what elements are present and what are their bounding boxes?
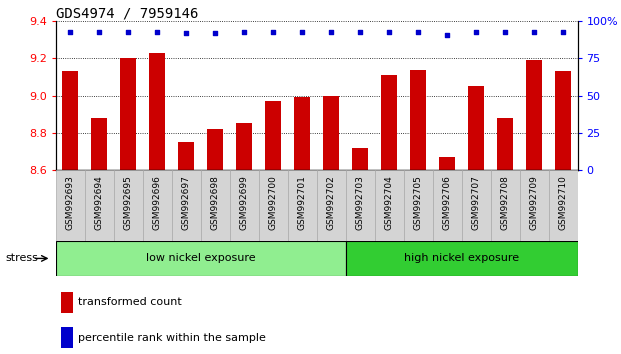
Text: GSM992710: GSM992710 xyxy=(558,176,568,230)
Bar xyxy=(346,241,578,276)
Point xyxy=(558,29,568,34)
Text: GSM992695: GSM992695 xyxy=(124,176,133,230)
Bar xyxy=(468,86,484,170)
Text: GSM992699: GSM992699 xyxy=(240,176,249,230)
Point xyxy=(500,29,510,34)
Point xyxy=(471,29,481,34)
Text: transformed count: transformed count xyxy=(78,297,181,307)
Point xyxy=(181,30,191,36)
Text: GSM992700: GSM992700 xyxy=(269,176,278,230)
Bar xyxy=(149,53,165,170)
Bar xyxy=(410,70,426,170)
Text: GSM992706: GSM992706 xyxy=(443,176,451,230)
Text: GDS4974 / 7959146: GDS4974 / 7959146 xyxy=(56,6,198,20)
Text: GSM992701: GSM992701 xyxy=(297,176,307,230)
Bar xyxy=(497,118,513,170)
Text: GSM992694: GSM992694 xyxy=(95,176,104,230)
Point xyxy=(442,32,452,38)
Bar xyxy=(346,170,374,241)
Point xyxy=(65,29,75,34)
Bar xyxy=(288,170,317,241)
Bar xyxy=(172,170,201,241)
Bar xyxy=(461,170,491,241)
Bar xyxy=(265,101,281,170)
Point xyxy=(268,29,278,34)
Bar xyxy=(548,170,578,241)
Text: GSM992704: GSM992704 xyxy=(384,176,394,230)
Bar xyxy=(526,60,542,170)
Point xyxy=(355,29,365,34)
Bar xyxy=(352,148,368,170)
Bar xyxy=(294,97,310,170)
Point xyxy=(297,29,307,34)
Bar xyxy=(201,170,230,241)
Text: high nickel exposure: high nickel exposure xyxy=(404,253,519,263)
Bar xyxy=(491,170,520,241)
Bar xyxy=(91,118,107,170)
Bar xyxy=(259,170,288,241)
Bar xyxy=(85,170,114,241)
Text: GSM992709: GSM992709 xyxy=(530,176,538,230)
Bar xyxy=(323,96,339,170)
Text: low nickel exposure: low nickel exposure xyxy=(146,253,256,263)
Bar xyxy=(120,58,136,170)
Bar xyxy=(404,170,433,241)
Point xyxy=(211,30,220,36)
Point xyxy=(529,29,539,34)
Bar xyxy=(230,170,259,241)
Text: GSM992707: GSM992707 xyxy=(471,176,481,230)
Bar xyxy=(381,75,397,170)
Text: percentile rank within the sample: percentile rank within the sample xyxy=(78,333,266,343)
Text: GSM992705: GSM992705 xyxy=(414,176,423,230)
Bar xyxy=(374,170,404,241)
Bar xyxy=(61,327,73,348)
Bar xyxy=(56,170,85,241)
Point xyxy=(384,29,394,34)
Text: GSM992698: GSM992698 xyxy=(211,176,220,230)
Point xyxy=(413,29,423,34)
Bar xyxy=(61,292,73,313)
Bar xyxy=(56,241,346,276)
Point xyxy=(239,29,249,34)
Bar xyxy=(433,170,461,241)
Bar xyxy=(439,157,455,170)
Bar xyxy=(207,129,223,170)
Text: GSM992697: GSM992697 xyxy=(182,176,191,230)
Bar xyxy=(178,142,194,170)
Text: GSM992702: GSM992702 xyxy=(327,176,336,230)
Text: GSM992693: GSM992693 xyxy=(66,176,75,230)
Bar xyxy=(143,170,172,241)
Text: GSM992708: GSM992708 xyxy=(501,176,510,230)
Bar xyxy=(236,124,252,170)
Bar xyxy=(520,170,548,241)
Point xyxy=(124,29,134,34)
Text: stress: stress xyxy=(6,253,39,263)
Bar xyxy=(317,170,346,241)
Text: GSM992703: GSM992703 xyxy=(356,176,365,230)
Point xyxy=(326,29,336,34)
Bar xyxy=(114,170,143,241)
Text: GSM992696: GSM992696 xyxy=(153,176,162,230)
Bar xyxy=(62,72,78,170)
Point xyxy=(152,29,162,34)
Point xyxy=(94,29,104,34)
Bar xyxy=(555,72,571,170)
